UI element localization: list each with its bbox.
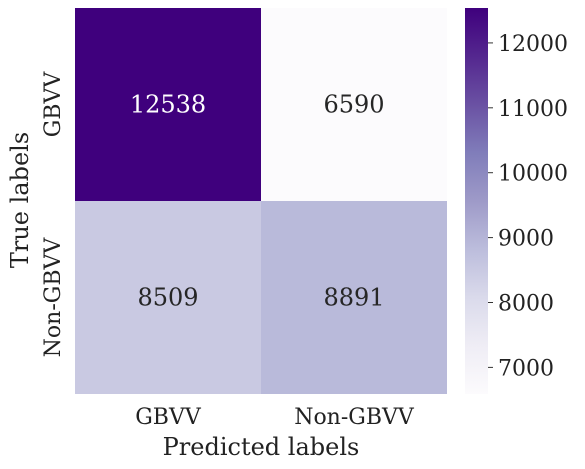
heatmap-cell-r1-c0 xyxy=(75,201,261,394)
x-tick-labels: GBVV Non-GBVV xyxy=(135,405,415,430)
colorbar-tick-label: 12000 xyxy=(498,32,568,57)
y-tick-label: GBVV xyxy=(41,71,66,138)
heatmap-cell-r0-c0 xyxy=(75,8,261,201)
x-tick-label: GBVV xyxy=(135,405,202,430)
cell-value-label: 6590 xyxy=(323,91,384,119)
x-axis-label: Predicted labels xyxy=(163,433,360,461)
heatmap-cell-r0-c1 xyxy=(261,8,447,201)
heatmap-cells xyxy=(75,8,447,394)
cell-value-label: 8891 xyxy=(323,284,384,312)
colorbar-tick-label: 9000 xyxy=(498,227,554,252)
colorbar-tick-label: 11000 xyxy=(498,97,568,122)
cell-value-label: 12538 xyxy=(130,91,206,119)
colorbar-tick-label: 8000 xyxy=(498,291,554,316)
heatmap-cell-r1-c1 xyxy=(261,201,447,394)
y-axis-label: True labels xyxy=(6,132,34,268)
colorbar-tick-label: 7000 xyxy=(498,356,554,381)
cell-value-label: 8509 xyxy=(137,284,198,312)
y-tick-labels: GBVV Non-GBVV xyxy=(41,71,66,358)
x-tick-label: Non-GBVV xyxy=(294,405,415,430)
colorbar-tick-label: 10000 xyxy=(498,162,568,187)
heatmap-cell-labels: 12538 6590 8509 8891 xyxy=(130,91,385,312)
colorbar xyxy=(465,8,488,394)
colorbar-ticks: 7000 8000 9000 10000 11000 12000 xyxy=(488,32,568,381)
y-tick-label: Non-GBVV xyxy=(41,237,66,358)
